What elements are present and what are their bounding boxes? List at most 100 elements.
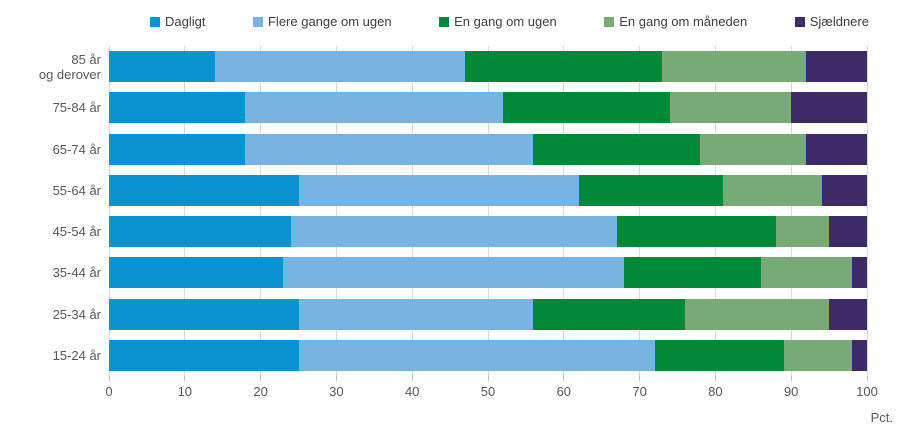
legend-item: En gang om ugen <box>439 14 557 29</box>
bar-segment <box>109 257 284 289</box>
bar-segment <box>298 298 534 330</box>
bar-segment <box>685 298 830 330</box>
bar-segment <box>616 216 777 248</box>
x-axis-unit-label: Pct. <box>870 410 893 425</box>
y-axis-label-row: 85 år og derover <box>0 46 101 87</box>
bar-segment <box>109 92 246 124</box>
bar-segment <box>783 339 852 371</box>
y-axis-label: 55-64 år <box>52 182 101 198</box>
bar-row <box>109 129 867 170</box>
bar-segment <box>298 339 655 371</box>
bar-row <box>109 46 867 87</box>
bar-segment <box>700 133 807 165</box>
y-axis-label-row: 15-24 år <box>0 335 101 376</box>
bar-row <box>109 87 867 128</box>
bar-track <box>109 298 867 330</box>
bar-track <box>109 257 867 289</box>
bar-segment <box>298 174 579 206</box>
y-axis-label: 25-34 år <box>52 306 101 322</box>
bar-segment <box>662 51 807 83</box>
x-tick-label: 30 <box>329 384 344 399</box>
legend-swatch-icon <box>604 16 615 27</box>
bar-rows <box>109 46 867 376</box>
axis-tick <box>487 376 489 381</box>
gridline <box>790 46 792 376</box>
x-tick-label: 40 <box>404 384 420 399</box>
gridline <box>487 46 489 376</box>
axis-tick <box>714 376 716 381</box>
plot-area <box>108 46 868 381</box>
x-tick-label: 80 <box>708 384 723 399</box>
bar-track <box>109 216 867 248</box>
axis-tick <box>790 376 792 381</box>
bar-row <box>109 252 867 293</box>
bar-row <box>109 211 867 252</box>
bar-segment <box>533 133 701 165</box>
axis-tick <box>108 376 110 381</box>
y-axis-label: 35-44 år <box>52 265 101 281</box>
x-tick-label: 90 <box>783 384 799 399</box>
gridline <box>108 46 110 376</box>
gridline <box>411 46 413 376</box>
bar-track <box>109 92 867 124</box>
bar-segment <box>776 216 830 248</box>
bar-track <box>109 133 867 165</box>
bar-segment <box>654 339 784 371</box>
legend-swatch-icon <box>150 16 160 27</box>
axis-tick <box>260 376 262 381</box>
bar-segment <box>829 216 867 248</box>
bar-segment <box>791 92 867 124</box>
axis-tick <box>184 376 186 381</box>
bar-segment <box>503 92 670 124</box>
legend-item: Dagligt <box>150 14 205 29</box>
bar-segment <box>624 257 761 289</box>
x-tick-label: 70 <box>632 384 647 399</box>
y-axis-label-row: 55-64 år <box>0 170 101 211</box>
bar-row <box>109 335 867 376</box>
bar-track <box>109 51 867 83</box>
y-axis-label: 85 år og derover <box>38 51 101 82</box>
bar-segment <box>245 133 534 165</box>
bar-segment <box>109 339 299 371</box>
axis-tick <box>563 376 565 381</box>
legend-swatch-icon <box>252 16 263 27</box>
bar-segment <box>669 92 792 124</box>
gridline <box>714 46 716 376</box>
bar-segment <box>109 51 216 83</box>
bar-segment <box>109 133 246 165</box>
axis-tick <box>866 376 868 381</box>
chart-legend: Dagligt Flere gange om ugen En gang om uge… <box>150 14 869 29</box>
bar-segment <box>578 174 723 206</box>
bar-segment <box>821 174 867 206</box>
bar-segment <box>851 257 867 289</box>
bar-segment <box>465 51 663 83</box>
y-axis-label-row: 75-84 år <box>0 87 101 128</box>
bar-segment <box>109 174 299 206</box>
y-axis-label-row: 45-54 år <box>0 211 101 252</box>
legend-swatch-icon <box>439 16 450 27</box>
y-axis-label-row: 25-34 år <box>0 294 101 335</box>
bar-segment <box>760 257 852 289</box>
x-tick-label: 0 <box>105 384 113 399</box>
legend-item: Flere gange om ugen <box>252 14 392 29</box>
x-tick-label: 100 <box>856 384 878 399</box>
y-axis-label: 15-24 år <box>52 347 101 363</box>
bar-segment <box>533 298 686 330</box>
bar-segment <box>829 298 867 330</box>
legend-label: En gang om ugen <box>454 14 557 29</box>
bar-segment <box>290 216 617 248</box>
bar-segment <box>283 257 625 289</box>
gridline <box>260 46 262 376</box>
legend-item: En gang om måneden <box>604 14 747 29</box>
bar-segment <box>806 51 867 83</box>
bar-segment <box>806 133 867 165</box>
axis-tick <box>411 376 413 381</box>
legend-label: Flere gange om ugen <box>267 14 392 29</box>
x-tick-label: 10 <box>177 384 193 399</box>
axis-tick <box>639 376 641 381</box>
bar-track <box>109 174 867 206</box>
bar-segment <box>245 92 504 124</box>
bar-segment <box>215 51 466 83</box>
y-axis-label: 65-74 år <box>52 141 101 157</box>
